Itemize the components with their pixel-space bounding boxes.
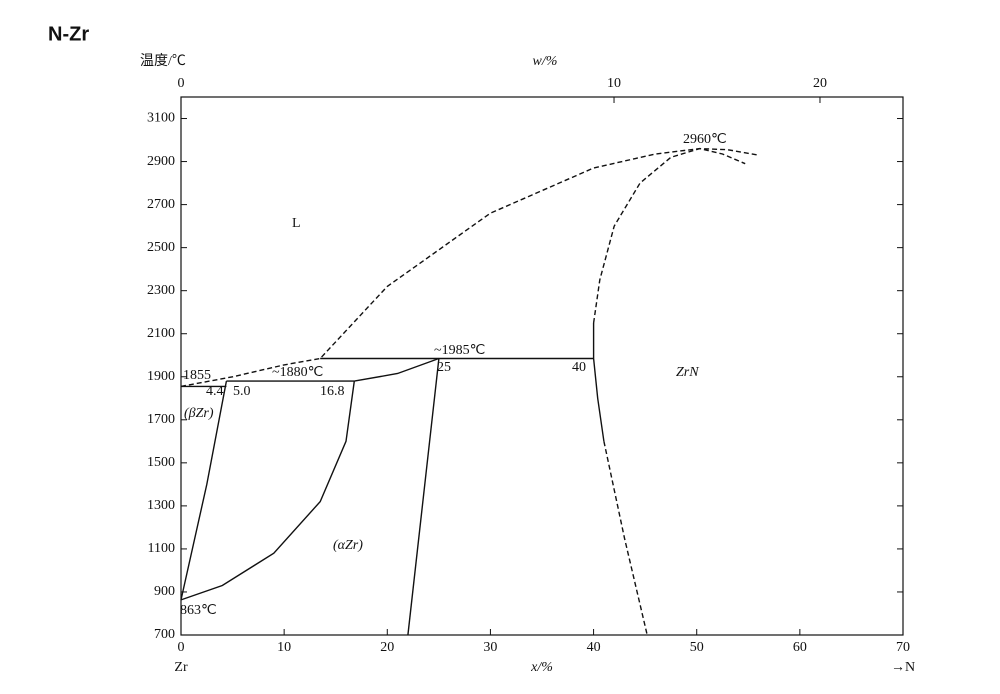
x-left-label: Zr (174, 660, 188, 675)
phase-boundary (603, 441, 648, 636)
y-tick-label: 900 (154, 584, 175, 599)
y-tick-label: 1900 (147, 369, 175, 384)
y-tick-label: 1300 (147, 498, 175, 513)
y-tick-label: 2700 (147, 197, 175, 212)
y-tick-label: 1100 (148, 541, 175, 556)
phase-boundary (180, 381, 355, 601)
x2-tick-label: 20 (813, 76, 827, 91)
phase-boundary (354, 357, 440, 382)
y-tick-label: 1500 (147, 455, 175, 470)
y-axis-label: 温度/℃ (140, 53, 186, 69)
phase-boundary (592, 147, 746, 324)
phase-boundary (407, 358, 440, 636)
x-tick-label: 30 (483, 640, 497, 655)
annotation: ~1985℃ (434, 343, 485, 358)
phase-boundary (180, 380, 228, 601)
x-right-label: →N (891, 660, 915, 675)
annotation: 4.4 (206, 384, 224, 399)
annotation: L (292, 216, 301, 231)
x-tick-label: 50 (690, 640, 704, 655)
annotation: 2960℃ (683, 132, 727, 147)
y-tick-label: 3100 (147, 111, 175, 126)
x-tick-label: 10 (277, 640, 291, 655)
annotation: (αZr) (333, 538, 363, 553)
x2-axis-label: w/% (533, 54, 558, 69)
y-tick-label: 700 (154, 627, 175, 642)
annotation: 16.8 (320, 384, 345, 399)
x2-tick-label: 10 (607, 76, 621, 91)
y-tick-label: 2500 (147, 240, 175, 255)
y-tick-label: 2900 (147, 154, 175, 169)
x-tick-label: 20 (380, 640, 394, 655)
annotation: 40 (572, 360, 586, 375)
x-tick-label: 0 (178, 640, 185, 655)
annotation: 25 (437, 360, 451, 375)
annotation: (βZr) (184, 406, 214, 421)
annotation: ZrN (676, 365, 699, 380)
annotation: ~1880℃ (272, 365, 323, 380)
annotation: 863℃ (180, 603, 217, 618)
y-tick-label: 2100 (147, 326, 175, 341)
x-tick-label: 70 (896, 640, 910, 655)
annotation: 1855 (183, 368, 211, 383)
plot-frame (180, 96, 904, 636)
x-tick-label: 60 (793, 640, 807, 655)
phase-boundary (592, 323, 605, 442)
x-tick-label: 40 (587, 640, 601, 655)
y-tick-label: 1700 (147, 412, 175, 427)
x2-tick-label: 0 (178, 76, 185, 91)
x-axis-label: x/% (530, 660, 553, 675)
chart-title: N-Zr (48, 23, 89, 45)
annotation: 5.0 (233, 384, 251, 399)
y-tick-label: 2300 (147, 283, 175, 298)
